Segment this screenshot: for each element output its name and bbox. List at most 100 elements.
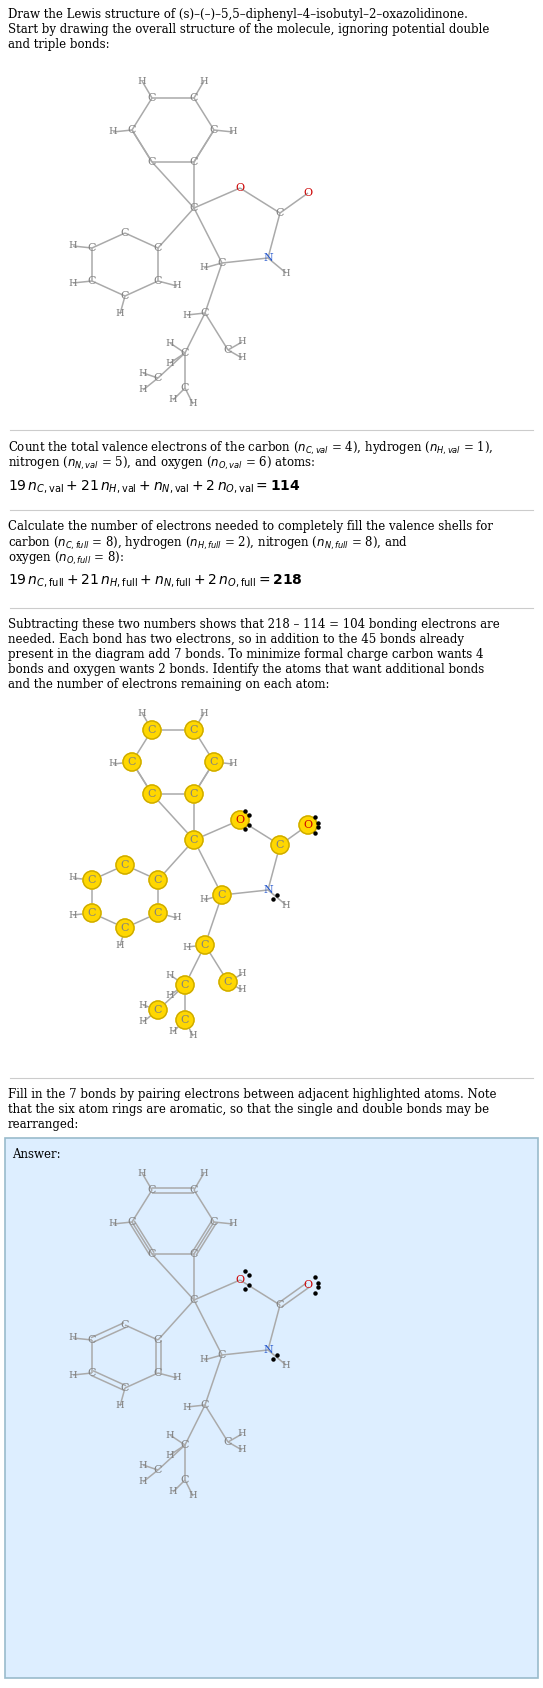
Text: C: C xyxy=(148,1185,156,1195)
Text: C: C xyxy=(121,923,129,933)
Text: C: C xyxy=(224,977,232,987)
Text: C: C xyxy=(181,383,190,393)
Text: H: H xyxy=(173,282,181,290)
Text: N: N xyxy=(263,885,273,895)
Circle shape xyxy=(205,753,223,771)
Circle shape xyxy=(231,810,249,829)
Text: H: H xyxy=(166,339,174,348)
Text: needed. Each bond has two electrons, so in addition to the 45 bonds already: needed. Each bond has two electrons, so … xyxy=(8,633,464,647)
Text: H: H xyxy=(138,709,146,717)
Text: C: C xyxy=(88,908,96,918)
Text: C: C xyxy=(148,788,156,798)
Text: $19\,n_{C,\mathrm{val}} + 21\,n_{H,\mathrm{val}} + n_{N,\mathrm{val}} + 2\,n_{O,: $19\,n_{C,\mathrm{val}} + 21\,n_{H,\math… xyxy=(8,478,301,495)
Text: H: H xyxy=(229,128,237,137)
Text: C: C xyxy=(276,208,284,218)
FancyBboxPatch shape xyxy=(5,1138,538,1678)
Text: C: C xyxy=(154,1465,162,1475)
Text: C: C xyxy=(88,277,96,285)
Text: H: H xyxy=(166,1430,174,1440)
Text: C: C xyxy=(190,93,198,103)
Text: H: H xyxy=(68,1334,77,1342)
Text: H: H xyxy=(138,1001,147,1009)
Circle shape xyxy=(176,976,194,994)
Text: C: C xyxy=(181,1475,190,1485)
Text: H: H xyxy=(200,1168,209,1178)
Text: H: H xyxy=(138,1460,147,1470)
Text: H: H xyxy=(68,910,77,920)
Text: C: C xyxy=(154,874,162,885)
Text: H: H xyxy=(173,913,181,923)
Text: H: H xyxy=(138,1168,146,1178)
Text: Subtracting these two numbers shows that 218 – 114 = 104 bonding electrons are: Subtracting these two numbers shows that… xyxy=(8,618,500,631)
Text: H: H xyxy=(182,942,191,952)
Text: C: C xyxy=(201,940,209,950)
Text: C: C xyxy=(190,1185,198,1195)
Text: C: C xyxy=(190,726,198,734)
Text: C: C xyxy=(276,841,284,851)
Circle shape xyxy=(143,785,161,803)
Text: O: O xyxy=(304,1280,313,1290)
Text: O: O xyxy=(304,187,313,197)
Text: C: C xyxy=(190,1249,198,1259)
Text: H: H xyxy=(238,353,247,363)
Circle shape xyxy=(271,836,289,854)
Text: C: C xyxy=(224,344,232,354)
Text: O: O xyxy=(236,182,244,192)
Text: H: H xyxy=(238,986,247,994)
Circle shape xyxy=(143,721,161,739)
Text: H: H xyxy=(188,400,197,408)
Text: H: H xyxy=(200,1355,209,1364)
Circle shape xyxy=(149,1001,167,1020)
Text: carbon ($n_{C,full}$ = 8), hydrogen ($n_{H,full}$ = 2), nitrogen ($n_{N,full}$ =: carbon ($n_{C,full}$ = 8), hydrogen ($n_… xyxy=(8,535,408,552)
Text: H: H xyxy=(138,1018,147,1026)
Text: C: C xyxy=(181,1014,190,1025)
Text: C: C xyxy=(154,243,162,253)
Text: Fill in the 7 bonds by pairing electrons between adjacent highlighted atoms. Not: Fill in the 7 bonds by pairing electrons… xyxy=(8,1089,496,1101)
Text: nitrogen ($n_{N,val}$ = 5), and oxygen ($n_{O,val}$ = 6) atoms:: nitrogen ($n_{N,val}$ = 5), and oxygen (… xyxy=(8,456,315,473)
Text: O: O xyxy=(304,820,313,830)
Circle shape xyxy=(116,856,134,874)
Text: H: H xyxy=(238,1430,247,1438)
Text: H: H xyxy=(138,1477,147,1487)
Text: that the six atom rings are aromatic, so that the single and double bonds may be: that the six atom rings are aromatic, so… xyxy=(8,1102,489,1116)
Text: C: C xyxy=(121,290,129,300)
Text: H: H xyxy=(200,263,209,272)
Text: C: C xyxy=(218,1350,226,1361)
Text: C: C xyxy=(154,1367,162,1377)
Text: C: C xyxy=(201,307,209,317)
Text: H: H xyxy=(138,368,147,378)
Text: H: H xyxy=(229,760,237,768)
Text: C: C xyxy=(190,1295,198,1305)
Text: H: H xyxy=(200,76,209,86)
Text: C: C xyxy=(276,1300,284,1310)
Text: H: H xyxy=(109,760,117,768)
Text: C: C xyxy=(88,1367,96,1377)
Text: H: H xyxy=(116,942,124,950)
Circle shape xyxy=(185,830,203,849)
Text: O: O xyxy=(236,1274,244,1285)
Text: C: C xyxy=(88,874,96,885)
Text: H: H xyxy=(238,969,247,979)
Text: C: C xyxy=(224,1436,232,1447)
Text: $19\,n_{C,\mathrm{full}} + 21\,n_{H,\mathrm{full}} + n_{N,\mathrm{full}} + 2\,n_: $19\,n_{C,\mathrm{full}} + 21\,n_{H,\mat… xyxy=(8,572,303,589)
Circle shape xyxy=(123,753,141,771)
Text: H: H xyxy=(188,1031,197,1040)
Text: C: C xyxy=(218,890,226,900)
Text: C: C xyxy=(154,277,162,285)
Text: C: C xyxy=(88,1335,96,1345)
Text: H: H xyxy=(200,896,209,905)
Text: C: C xyxy=(190,203,198,213)
Circle shape xyxy=(185,785,203,803)
Text: H: H xyxy=(116,1401,124,1411)
Text: C: C xyxy=(218,258,226,268)
Text: H: H xyxy=(68,873,77,883)
Text: rearranged:: rearranged: xyxy=(8,1117,79,1131)
Text: N: N xyxy=(263,253,273,263)
Text: C: C xyxy=(148,93,156,103)
Text: bonds and oxygen wants 2 bonds. Identify the atoms that want additional bonds: bonds and oxygen wants 2 bonds. Identify… xyxy=(8,663,484,675)
Text: H: H xyxy=(238,1445,247,1455)
Text: Answer:: Answer: xyxy=(12,1148,61,1161)
Circle shape xyxy=(213,886,231,905)
Circle shape xyxy=(149,905,167,922)
Text: H: H xyxy=(109,1219,117,1229)
